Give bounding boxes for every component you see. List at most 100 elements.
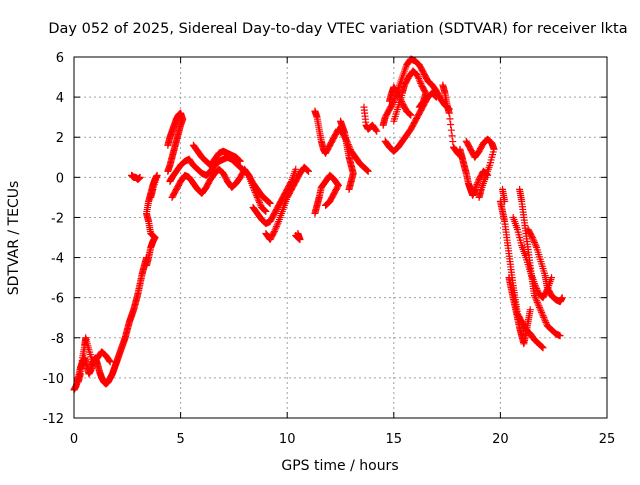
- data-point-marker: [432, 93, 440, 101]
- data-point-marker: [415, 74, 423, 82]
- data-point-marker: [531, 292, 539, 300]
- data-point-marker: [364, 167, 372, 175]
- data-point-marker: [526, 306, 534, 314]
- data-point-marker: [249, 183, 257, 191]
- data-point-marker: [533, 285, 541, 293]
- data-point-marker: [536, 305, 544, 313]
- data-point-marker: [528, 232, 536, 240]
- series-track: [311, 171, 342, 217]
- data-point-marker: [473, 180, 481, 188]
- series-track: [499, 185, 509, 205]
- data-point-marker: [373, 127, 381, 135]
- data-point-marker: [415, 103, 423, 111]
- data-point-marker: [252, 190, 260, 198]
- data-point-marker: [363, 166, 371, 174]
- data-point-marker: [447, 121, 455, 129]
- data-point-marker: [270, 229, 278, 237]
- data-point-marker: [537, 307, 545, 315]
- data-point-marker: [250, 185, 258, 193]
- data-point-marker: [398, 97, 406, 105]
- series-track: [168, 165, 270, 215]
- data-point-marker: [541, 317, 549, 325]
- data-point-marker: [407, 111, 415, 119]
- data-point-marker: [534, 300, 542, 308]
- data-point-marker: [406, 110, 414, 118]
- data-point-marker: [265, 199, 273, 207]
- data-point-marker: [273, 222, 281, 230]
- y-tick-label: -10: [43, 372, 64, 387]
- data-point-marker: [530, 237, 538, 245]
- data-point-marker: [542, 318, 550, 326]
- data-point-marker: [305, 167, 313, 175]
- data-point-marker: [270, 227, 278, 235]
- data-point-marker: [405, 110, 413, 118]
- series-track: [360, 103, 381, 135]
- series-track: [164, 109, 187, 175]
- data-point-marker: [539, 344, 547, 352]
- data-point-marker: [303, 166, 311, 174]
- data-point-marker: [533, 286, 541, 294]
- data-point-marker: [236, 157, 244, 165]
- series-track: [128, 171, 144, 183]
- data-point-marker: [540, 313, 548, 321]
- data-point-marker: [292, 165, 300, 173]
- data-point-marker: [164, 167, 172, 175]
- data-point-marker: [446, 115, 454, 123]
- x-axis-label: GPS time / hours: [281, 458, 398, 474]
- data-point-marker: [533, 297, 541, 305]
- y-tick-label: -2: [51, 211, 64, 226]
- data-point-marker: [538, 342, 546, 350]
- y-tick-label: 6: [56, 51, 64, 66]
- y-tick-label: -12: [43, 412, 64, 427]
- data-point-marker: [236, 157, 244, 165]
- data-point-marker: [538, 308, 546, 316]
- data-point-marker: [445, 109, 453, 117]
- data-point-marker: [558, 294, 566, 302]
- data-point-marker: [531, 293, 539, 301]
- data-point-marker: [395, 92, 403, 100]
- data-point-marker: [548, 274, 556, 282]
- data-point-marker: [274, 219, 282, 227]
- data-point-marker: [304, 167, 312, 175]
- series-track: [462, 135, 498, 201]
- data-point-marker: [529, 235, 537, 243]
- grid-lines: [74, 57, 607, 418]
- data-point-marker: [253, 192, 261, 200]
- data-point-marker: [531, 280, 539, 288]
- data-point-marker: [345, 185, 353, 193]
- data-point-marker: [532, 295, 540, 303]
- series-track: [509, 213, 556, 302]
- data-point-marker: [540, 315, 548, 323]
- x-tick-label: 5: [176, 432, 184, 447]
- data-point-marker: [532, 242, 540, 250]
- data-point-marker: [265, 198, 273, 206]
- data-point-marker: [543, 287, 551, 295]
- data-point-marker: [272, 224, 280, 232]
- data-point-marker: [533, 298, 541, 306]
- data-point-marker: [294, 229, 302, 237]
- data-point-marker: [538, 310, 546, 318]
- data-point-marker: [535, 302, 543, 310]
- data-point-marker: [416, 78, 424, 86]
- data-point-marker: [261, 207, 269, 215]
- data-point-marker: [251, 188, 259, 196]
- series-track: [337, 117, 357, 193]
- data-points: [70, 55, 566, 394]
- data-point-marker: [235, 156, 243, 164]
- data-point-marker: [417, 79, 425, 87]
- data-point-marker: [323, 200, 331, 208]
- y-tick-label: 0: [56, 171, 64, 186]
- series-track: [386, 83, 415, 119]
- data-point-marker: [472, 184, 480, 192]
- data-point-marker: [449, 138, 457, 146]
- data-point-marker: [260, 206, 268, 214]
- data-point-marker: [244, 170, 252, 178]
- y-tick-label: 4: [56, 91, 64, 106]
- data-point-marker: [397, 96, 405, 104]
- y-tick-label: -4: [51, 252, 64, 267]
- series-track: [142, 171, 161, 270]
- x-tick-label: 10: [279, 432, 296, 447]
- data-point-marker: [364, 167, 372, 175]
